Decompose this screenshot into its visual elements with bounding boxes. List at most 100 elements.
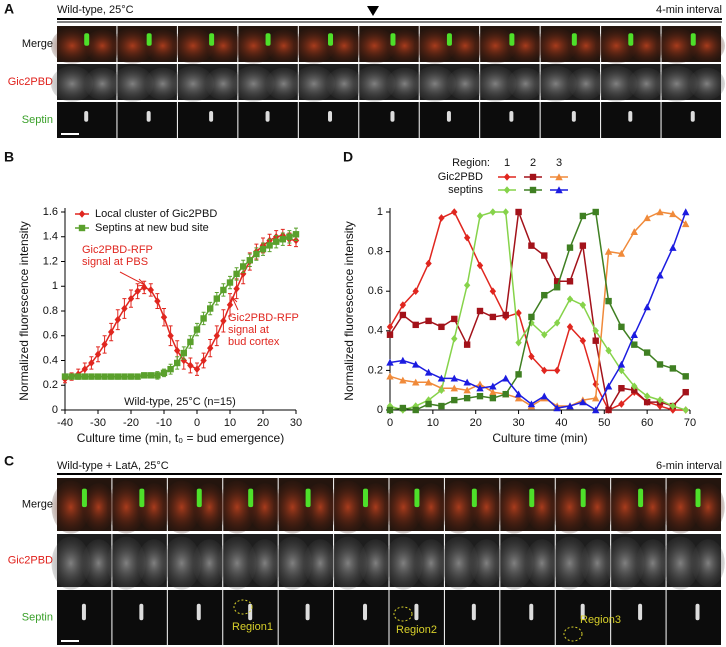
cell [414,483,448,531]
marker [226,301,234,309]
marker [592,327,599,335]
cell [550,480,590,534]
marker [682,220,690,228]
x-axis-label: Culture time (min, t₀ = bud emergence) [77,431,284,445]
marker [682,373,689,380]
y-tick-label: 0 [377,404,383,416]
y-tick-label: 0.2 [43,379,58,391]
marker [643,398,651,406]
row-label: Gic2PBD [8,76,53,88]
legend-label: Septins at new bud site [95,222,209,234]
marker [566,295,574,303]
cell [494,536,534,590]
annotation: Gic2PBD-RFP [228,312,299,324]
y-axis-label: Normalized fluorescence intensity [342,221,356,400]
septin-signal [690,33,696,46]
septin-signal [638,488,644,508]
marker [88,373,95,380]
condition: Wild-type + LatA, 25°C [57,460,169,472]
y-tick-label: 1 [52,280,58,292]
legend-region: 2 [530,157,536,169]
marker [399,301,407,309]
y-axis-label: Normalized fluorescence intensity [17,221,31,400]
cell [303,483,337,531]
region-label: Region2 [396,624,437,636]
image-frame [534,26,605,64]
cell [688,29,726,62]
septin-signal [248,488,254,508]
marker [656,396,664,404]
marker [207,305,214,312]
marker [618,400,625,408]
y-tick-label: 0.4 [43,354,58,366]
cell [84,29,121,62]
cell [691,539,725,588]
marker [451,208,458,216]
marker [386,331,394,338]
image-frame [555,590,611,645]
marker [424,378,433,386]
marker [147,286,154,294]
marker [541,291,548,299]
marker [121,373,128,380]
septin-signal [305,603,310,621]
image-frame [611,590,666,645]
marker [489,313,497,321]
marker [631,387,638,394]
x-axis-label: Culture time (min) [492,431,587,445]
marker [438,323,445,331]
image-frame [171,64,242,102]
frame-bg [359,102,419,138]
cell [137,539,171,588]
marker [541,252,548,259]
cell [192,539,227,588]
septin-signal [139,488,145,508]
marker [437,374,446,382]
marker [503,186,511,194]
image-frame [661,534,725,590]
image-frame [238,102,298,138]
image-frame [106,478,171,534]
x-tick-label: 30 [512,417,524,429]
series-line [389,211,687,407]
marker [167,331,174,340]
image-frame [177,102,238,138]
panel-label: C [4,453,14,469]
image-frame [550,534,614,590]
marker [656,361,664,368]
cell [628,29,665,62]
cell [111,27,154,64]
marker [592,337,599,344]
image-frame [439,534,504,590]
marker [463,386,471,394]
marker [617,249,626,257]
marker [286,233,293,240]
image-frame [494,534,559,590]
marker [463,378,471,386]
image-frame [540,102,601,138]
marker [489,388,497,396]
frame-bg [540,102,601,138]
image-frame [328,534,393,590]
cell [439,480,479,534]
septin-signal [509,111,514,122]
condition: Wild-type, 25°C [57,4,134,16]
cell [636,539,670,588]
marker [412,360,420,368]
legend-label: Local cluster of Gic2PBD [95,208,217,220]
annotation: Gic2PBD-RFP [82,244,153,256]
septin-signal [690,111,695,122]
septin-signal [446,33,452,46]
septin-signal [363,488,369,508]
marker [114,315,121,324]
septin-signal [265,111,270,122]
cell [205,67,242,101]
cell [81,539,116,588]
marker [154,372,161,379]
marker [592,406,600,414]
marker [78,210,86,218]
y-tick-label: 1.2 [43,255,58,267]
cell [353,65,396,102]
cell [534,27,577,64]
marker [292,231,300,238]
